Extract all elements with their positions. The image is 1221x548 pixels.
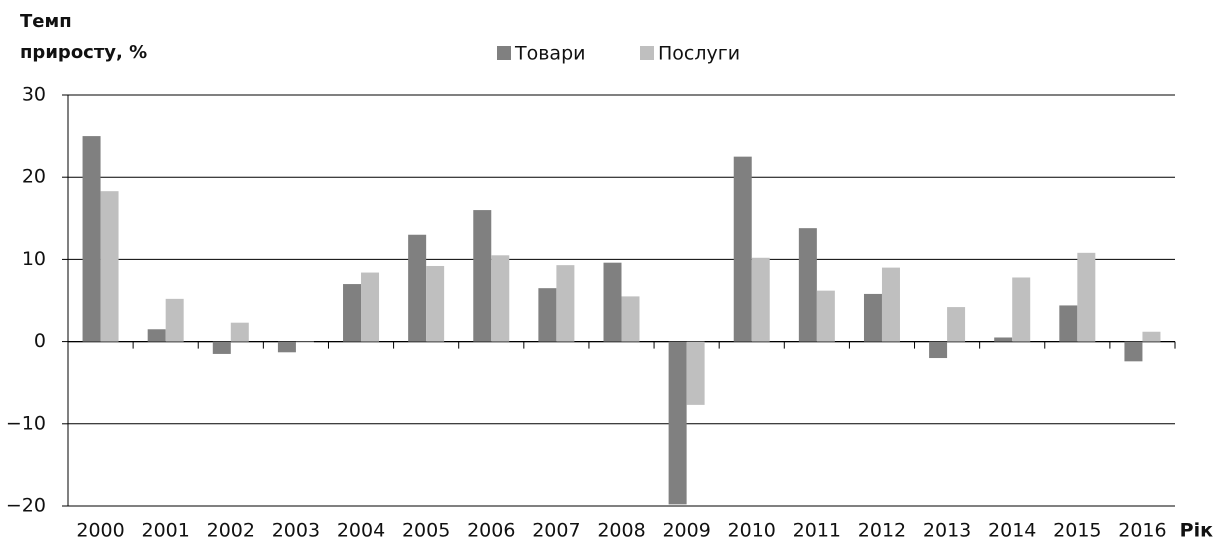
bar <box>816 290 835 342</box>
bar <box>798 228 817 342</box>
y-tick-label: −10 <box>6 412 46 434</box>
bar <box>881 267 900 342</box>
y-tick-label: 20 <box>22 166 46 188</box>
y-axis-title: Темп приросту, % <box>20 11 148 63</box>
bar <box>994 337 1013 342</box>
x-tick-label: 2006 <box>467 520 515 542</box>
x-tick-label: 2001 <box>141 520 189 542</box>
x-tick-label: 2012 <box>858 520 906 542</box>
bar <box>863 293 882 342</box>
bar <box>1124 341 1143 362</box>
y-tick-label: −20 <box>6 495 46 517</box>
bar <box>1077 252 1096 342</box>
x-tick-label: 2009 <box>662 520 710 542</box>
x-axis-title: Рік <box>1180 520 1213 542</box>
bar <box>147 329 166 342</box>
y-tick-label: 30 <box>22 84 46 106</box>
bar <box>212 341 231 354</box>
bar <box>100 191 119 342</box>
bar <box>230 322 249 342</box>
bar <box>686 341 705 405</box>
x-tick-label: 2014 <box>988 520 1036 542</box>
x-tick-label: 2013 <box>923 520 971 542</box>
bar <box>277 341 296 353</box>
legend-swatch <box>640 46 654 60</box>
bar <box>165 298 184 342</box>
x-tick-label: 2002 <box>207 520 255 542</box>
x-tick-label: 2016 <box>1118 520 1166 542</box>
bar <box>668 341 687 505</box>
bar <box>947 307 966 342</box>
bar <box>751 257 770 342</box>
bar <box>733 156 752 342</box>
bar <box>82 136 101 342</box>
bar <box>491 255 510 342</box>
bar <box>1059 305 1078 342</box>
legend-label: Послуги <box>658 43 740 65</box>
bar <box>1012 277 1031 342</box>
x-tick-label: 2004 <box>337 520 385 542</box>
x-tick-label: 2008 <box>597 520 645 542</box>
bar <box>295 341 314 343</box>
legend-swatch <box>497 46 511 60</box>
bar <box>621 296 640 342</box>
x-tick-label: 2005 <box>402 520 450 542</box>
bar <box>426 265 445 342</box>
x-tick-label: 2011 <box>793 520 841 542</box>
bar <box>538 288 557 342</box>
y-tick-label: 10 <box>22 248 46 270</box>
legend-label: Товари <box>514 43 585 65</box>
bar <box>361 272 380 342</box>
bar <box>1142 331 1161 342</box>
x-tick-label: 2003 <box>272 520 320 542</box>
x-tick-label: 2015 <box>1053 520 1101 542</box>
bar <box>473 210 492 342</box>
y-tick-label: 0 <box>34 330 46 352</box>
bar <box>929 341 948 359</box>
x-tick-label: 2010 <box>728 520 776 542</box>
x-tick-label: 2007 <box>532 520 580 542</box>
bar <box>408 234 427 342</box>
bar <box>603 262 622 342</box>
bar <box>343 284 362 342</box>
x-tick-label: 2000 <box>76 520 124 542</box>
bar <box>556 265 575 342</box>
